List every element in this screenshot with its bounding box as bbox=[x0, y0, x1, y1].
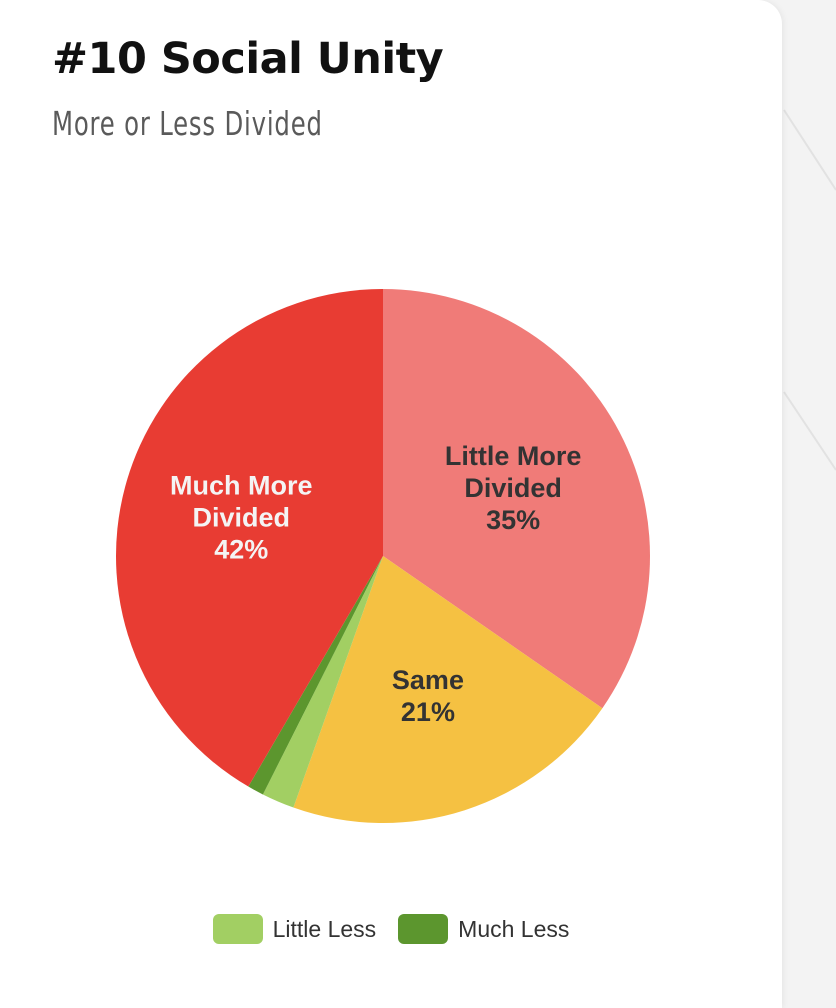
legend-swatch bbox=[212, 914, 263, 944]
legend-label: Little Less bbox=[272, 915, 377, 942]
slice-name-label: Divided bbox=[192, 503, 290, 533]
slice-value-label: 42% bbox=[214, 535, 268, 565]
slice-name-label: Same bbox=[392, 665, 464, 695]
chart-card: #10 Social Unity More or Less Divided Li… bbox=[0, 0, 782, 1008]
slice-name-label: Little More bbox=[445, 441, 582, 471]
pie-slice-same[interactable] bbox=[293, 556, 603, 824]
pie-slice-much-less[interactable] bbox=[248, 556, 383, 795]
pie-slice-little-less[interactable] bbox=[262, 556, 383, 808]
legend-item-little-less[interactable]: Little Less bbox=[212, 914, 377, 944]
legend-label: Much Less bbox=[458, 915, 570, 942]
pie-chart: Little More Divided 35%Same 21%Much More Div… bbox=[116, 289, 650, 824]
legend-item-much-less[interactable]: Much Less bbox=[398, 914, 569, 944]
slice-label-little-more-divided: Little More Divided 35% bbox=[445, 441, 582, 535]
slice-value-label: 35% bbox=[486, 505, 540, 535]
slice-name-label: Divided bbox=[464, 473, 562, 503]
slice-name-label: Much More bbox=[170, 471, 313, 501]
chart-legend: Little Less Much Less bbox=[0, 914, 782, 944]
slice-value-label: 21% bbox=[401, 697, 455, 727]
chart-title: #10 Social Unity bbox=[52, 34, 444, 84]
pie-slice-little-more-divided[interactable] bbox=[383, 289, 650, 709]
pie-slices bbox=[116, 289, 650, 824]
slice-label-much-more-divided: Much More Divided 42% bbox=[170, 471, 313, 565]
slice-label-same: Same 21% bbox=[392, 665, 464, 727]
chart-subtitle: More or Less Divided bbox=[52, 104, 323, 143]
pie-labels: Little More Divided 35%Same 21%Much More Div… bbox=[170, 441, 581, 727]
legend-swatch bbox=[398, 914, 449, 944]
pie-slice-much-more-divided[interactable] bbox=[116, 289, 383, 787]
